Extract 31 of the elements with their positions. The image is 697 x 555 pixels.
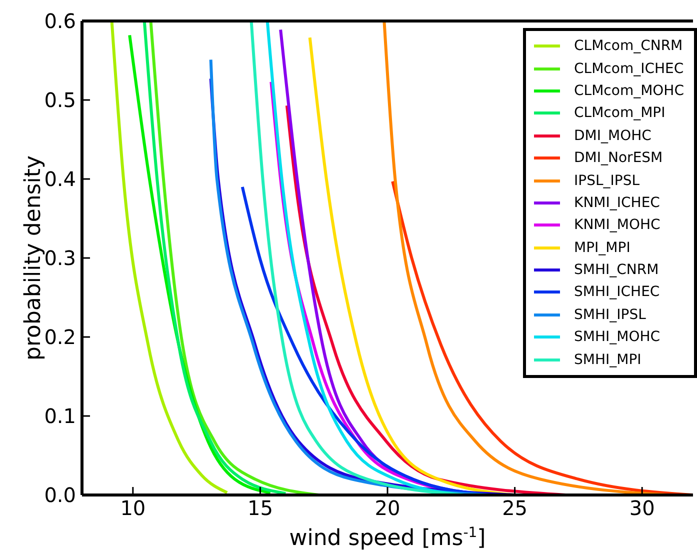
legend-label: MPI_MPI xyxy=(574,240,630,256)
legend-label: DMI_MOHC xyxy=(574,128,652,144)
x-tick-label: 25 xyxy=(502,496,528,520)
y-tick-label: 0.3 xyxy=(44,246,76,270)
y-tick-label: 0.4 xyxy=(44,167,76,192)
legend-label: CLMcom_CNRM xyxy=(574,38,683,54)
legend-label: CLMcom_MPI xyxy=(574,105,666,122)
legend-label: SMHI_CNRM xyxy=(574,262,659,278)
legend-label: CLMcom_ICHEC xyxy=(574,60,684,77)
legend-label: KNMI_MOHC xyxy=(574,217,660,234)
legend-label: IPSL_IPSL xyxy=(574,172,640,189)
line-series xyxy=(142,21,288,495)
y-tick-label: 0.6 xyxy=(44,9,76,34)
y-tick-label: 0.5 xyxy=(44,88,76,112)
line-series xyxy=(110,21,229,494)
legend-label: CLMcom_MOHC xyxy=(574,82,684,99)
x-axis-title: wind speed [ms$^{-1}$] xyxy=(289,525,486,551)
legend-label: SMHI_IPSL xyxy=(574,306,646,323)
x-tick-label: 15 xyxy=(247,496,273,520)
legend-label: SMHI_ICHEC xyxy=(574,284,660,300)
legend-label: SMHI_MOHC xyxy=(574,329,660,346)
x-tick-label: 30 xyxy=(629,496,655,520)
x-tick-label: 10 xyxy=(120,496,146,520)
legend-label: DMI_NorESM xyxy=(574,150,663,166)
legend-label: SMHI_MPI xyxy=(574,352,642,368)
y-tick-label: 0.0 xyxy=(44,483,76,508)
y-tick-label: 0.2 xyxy=(44,325,76,350)
x-tick-label: 20 xyxy=(374,496,400,520)
y-axis-title: probability density xyxy=(21,155,46,361)
y-tick-label: 0.1 xyxy=(44,404,76,428)
legend-label: KNMI_ICHEC xyxy=(574,194,660,211)
